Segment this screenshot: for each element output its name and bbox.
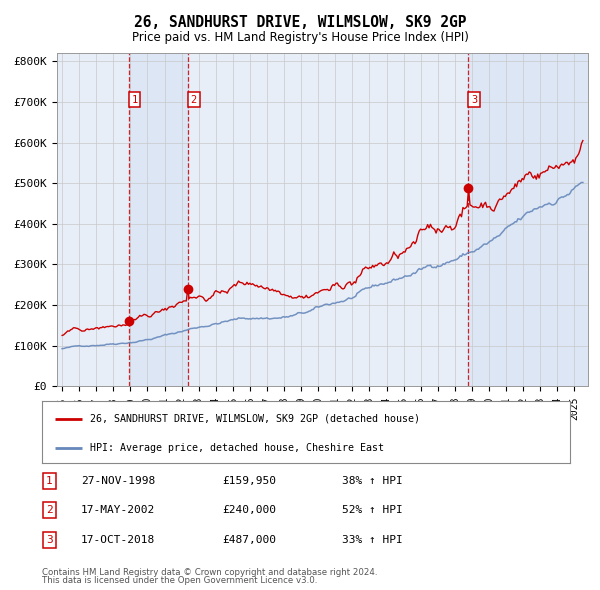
Text: £159,950: £159,950 xyxy=(222,476,276,486)
Text: 52% ↑ HPI: 52% ↑ HPI xyxy=(342,506,403,515)
Text: 3: 3 xyxy=(46,535,53,545)
Text: Price paid vs. HM Land Registry's House Price Index (HPI): Price paid vs. HM Land Registry's House … xyxy=(131,31,469,44)
Text: Contains HM Land Registry data © Crown copyright and database right 2024.: Contains HM Land Registry data © Crown c… xyxy=(42,568,377,577)
Text: £487,000: £487,000 xyxy=(222,535,276,545)
Text: This data is licensed under the Open Government Licence v3.0.: This data is licensed under the Open Gov… xyxy=(42,576,317,585)
Text: 1: 1 xyxy=(131,95,137,105)
Text: 27-NOV-1998: 27-NOV-1998 xyxy=(81,476,155,486)
Text: 33% ↑ HPI: 33% ↑ HPI xyxy=(342,535,403,545)
Text: 1: 1 xyxy=(46,476,53,486)
Text: 17-MAY-2002: 17-MAY-2002 xyxy=(81,506,155,515)
Text: £240,000: £240,000 xyxy=(222,506,276,515)
Text: 17-OCT-2018: 17-OCT-2018 xyxy=(81,535,155,545)
Text: HPI: Average price, detached house, Cheshire East: HPI: Average price, detached house, Ches… xyxy=(89,442,383,453)
Text: 2: 2 xyxy=(46,506,53,515)
Text: 26, SANDHURST DRIVE, WILMSLOW, SK9 2GP (detached house): 26, SANDHURST DRIVE, WILMSLOW, SK9 2GP (… xyxy=(89,414,419,424)
Bar xyxy=(129,53,188,386)
Text: 26, SANDHURST DRIVE, WILMSLOW, SK9 2GP: 26, SANDHURST DRIVE, WILMSLOW, SK9 2GP xyxy=(134,15,466,30)
Text: 38% ↑ HPI: 38% ↑ HPI xyxy=(342,476,403,486)
Bar xyxy=(469,53,588,386)
Text: 3: 3 xyxy=(471,95,477,105)
Text: 2: 2 xyxy=(191,95,197,105)
